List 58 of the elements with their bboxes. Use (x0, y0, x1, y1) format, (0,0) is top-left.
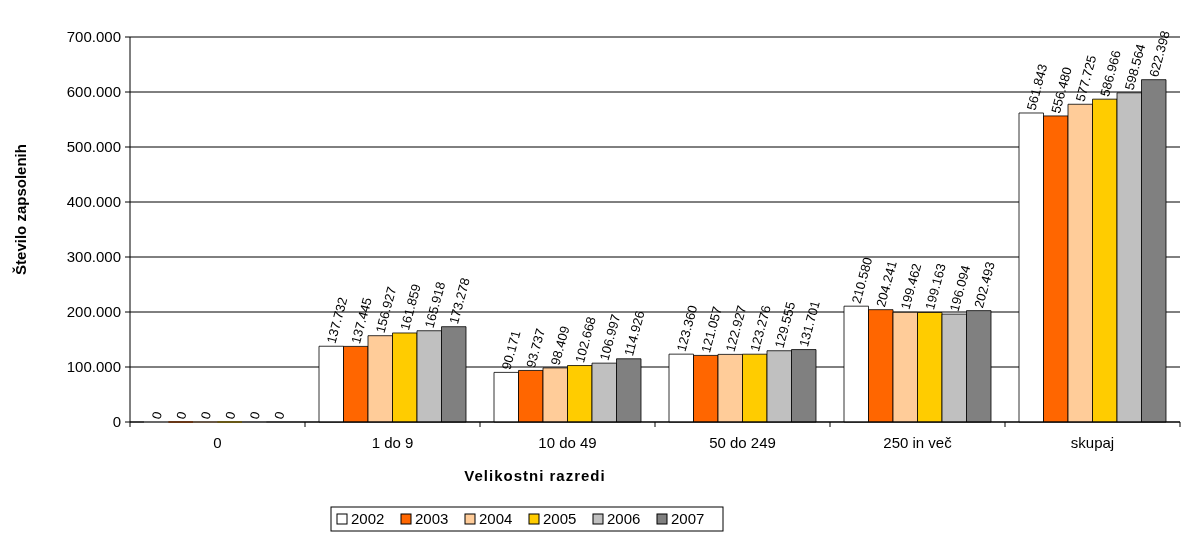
y-tick-label: 400.000 (66, 193, 121, 211)
y-axis-title: Število zapsolenih (12, 144, 29, 275)
data-label: 123.276 (747, 303, 774, 353)
legend-label: 2005 (543, 510, 577, 527)
legend-label: 2002 (351, 510, 385, 527)
data-label: 98.409 (547, 324, 573, 367)
x-axis-title: Velikostni razredi (464, 467, 606, 484)
data-label: 622.398 (1146, 29, 1173, 79)
legend-label: 2007 (671, 510, 705, 527)
data-label: 598.564 (1121, 42, 1149, 92)
data-label: 196.094 (946, 263, 974, 313)
data-label: 131.701 (796, 299, 823, 349)
data-label: 204.241 (873, 259, 900, 309)
data-label: 114.926 (621, 309, 648, 358)
data-label: 0 (173, 409, 190, 421)
data-label: 199.462 (897, 261, 925, 312)
x-tick-label: 0 (213, 434, 222, 451)
data-label: 561.843 (1023, 62, 1051, 112)
data-label: 90.171 (498, 328, 524, 372)
data-label: 93.737 (523, 326, 548, 370)
x-tick-label: 10 do 49 (538, 434, 597, 451)
y-tick-label: 500.000 (66, 138, 121, 156)
data-label: 129.555 (771, 300, 799, 350)
x-tick-label: 50 do 249 (709, 434, 776, 451)
data-label: 137.445 (348, 295, 375, 346)
y-tick-label: 100.000 (66, 358, 121, 376)
y-tick-label: 600.000 (66, 83, 121, 101)
data-label: 0 (246, 409, 264, 421)
data-label: 202.493 (971, 260, 998, 310)
data-label: 210.580 (848, 255, 876, 305)
data-label: 586.966 (1097, 48, 1124, 98)
x-tick-label: 1 do 9 (371, 434, 414, 451)
data-label: 121.057 (698, 304, 725, 355)
y-tick-label: 0 (112, 413, 121, 431)
x-tick-label: skupaj (1070, 434, 1115, 451)
legend-label: 2003 (415, 510, 449, 527)
x-tick-label: 250 in več (883, 434, 953, 451)
data-label: 173.278 (446, 276, 473, 326)
data-label: 577.725 (1072, 53, 1100, 104)
y-tick-label: 200.000 (66, 303, 121, 321)
data-label: 156.927 (372, 285, 400, 335)
data-label: 0 (197, 409, 215, 421)
data-label: 123.360 (673, 303, 701, 353)
data-label: 0 (222, 409, 239, 421)
legend-label: 2006 (607, 510, 641, 527)
data-label: 199.163 (922, 261, 949, 312)
data-label: 161.859 (397, 282, 424, 332)
data-label: 165.918 (421, 280, 449, 330)
y-tick-label: 700.000 (66, 28, 121, 46)
y-tick-label: 300.000 (66, 248, 121, 266)
data-label: 0 (148, 409, 166, 421)
data-label: 122.927 (722, 303, 750, 354)
legend-label: 2004 (479, 510, 513, 527)
data-label: 106.997 (596, 312, 624, 362)
data-label: 137.732 (323, 295, 351, 346)
data-label: 556.480 (1048, 65, 1075, 115)
data-label: 0 (271, 409, 288, 421)
data-label: 102.668 (572, 315, 599, 365)
